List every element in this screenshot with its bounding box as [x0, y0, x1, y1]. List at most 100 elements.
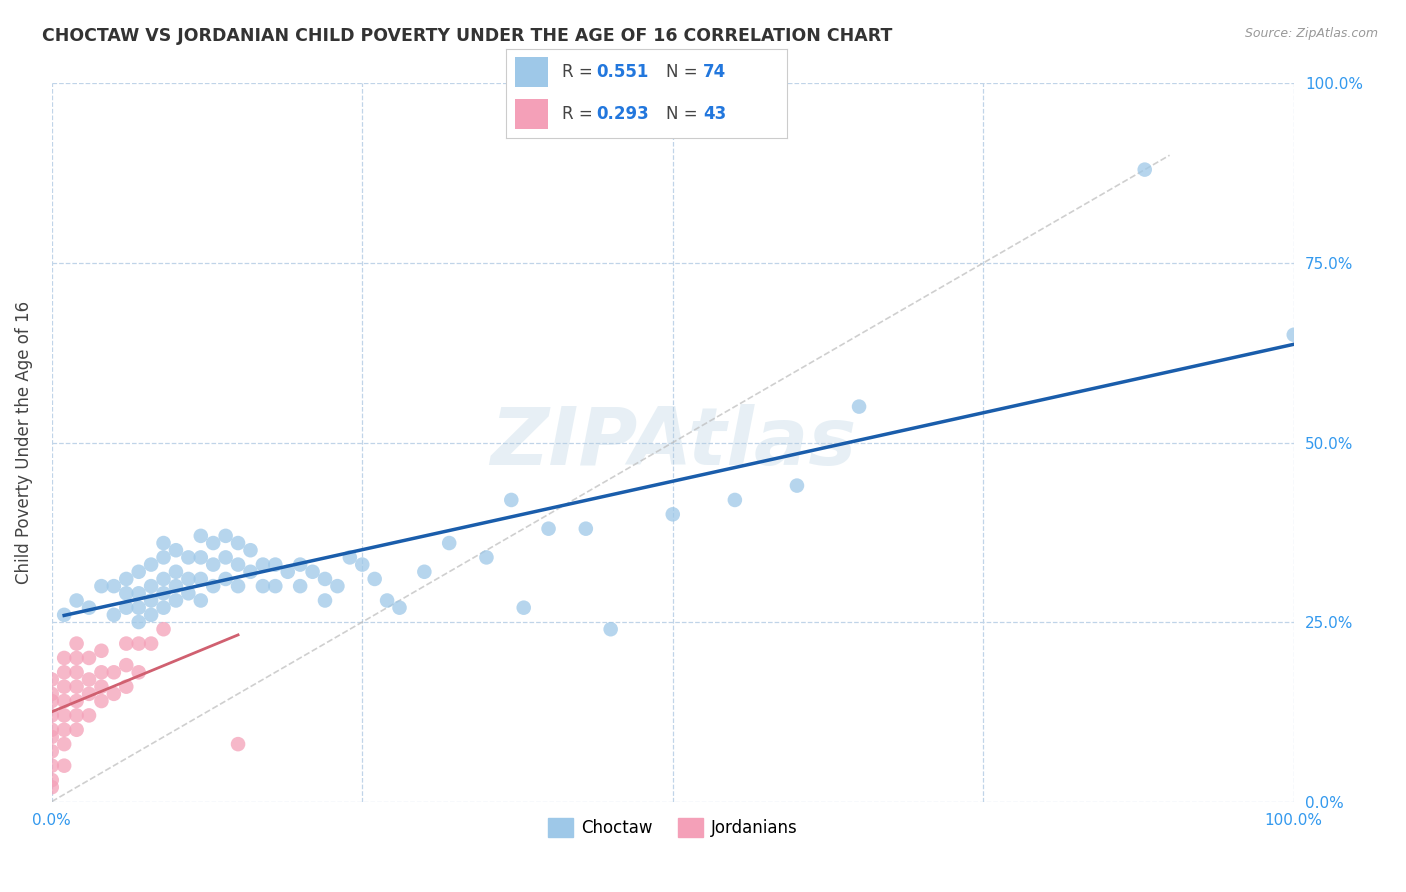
Point [139, 593, 162, 607]
Point [226, 737, 249, 751]
Point [190, 593, 212, 607]
Point [53, 708, 76, 723]
Point [288, 558, 311, 572]
Point [53, 758, 76, 772]
Point [115, 572, 138, 586]
Point [90, 644, 112, 658]
Point [314, 593, 336, 607]
Text: N =: N = [666, 105, 703, 123]
Point [437, 536, 460, 550]
Text: 74: 74 [703, 63, 727, 81]
Point [53, 723, 76, 737]
Point [202, 536, 225, 550]
Point [65, 593, 87, 607]
Text: ZIPAtlas: ZIPAtlas [489, 403, 856, 482]
Point [786, 478, 808, 492]
Point [575, 522, 598, 536]
Point [165, 543, 187, 558]
Point [128, 565, 150, 579]
Point [264, 558, 287, 572]
Point [152, 586, 174, 600]
Point [388, 600, 411, 615]
Point [53, 651, 76, 665]
Point [65, 680, 87, 694]
Point [599, 622, 621, 636]
Point [177, 586, 200, 600]
Point [252, 579, 274, 593]
Point [139, 637, 162, 651]
Point [226, 536, 249, 550]
Point [1282, 327, 1305, 342]
Point [226, 558, 249, 572]
Point [90, 680, 112, 694]
Text: R =: R = [562, 63, 599, 81]
Point [115, 680, 138, 694]
Point [202, 579, 225, 593]
Point [41, 687, 63, 701]
Text: R =: R = [562, 105, 599, 123]
Point [226, 579, 249, 593]
Point [41, 780, 63, 795]
Point [288, 579, 311, 593]
Point [724, 492, 747, 507]
Point [103, 687, 125, 701]
Point [90, 579, 112, 593]
Point [41, 730, 63, 744]
Point [326, 579, 349, 593]
Point [53, 607, 76, 622]
Point [375, 593, 398, 607]
Point [41, 694, 63, 708]
Point [41, 673, 63, 687]
Point [214, 550, 236, 565]
Point [252, 558, 274, 572]
Point [65, 665, 87, 680]
Point [152, 622, 174, 636]
Point [475, 550, 498, 565]
Legend: Choctaw, Jordanians: Choctaw, Jordanians [541, 811, 804, 844]
Point [1133, 162, 1156, 177]
Point [661, 508, 683, 522]
Point [41, 758, 63, 772]
Point [139, 579, 162, 593]
Point [214, 572, 236, 586]
Point [301, 565, 323, 579]
Point [41, 708, 63, 723]
Point [363, 572, 385, 586]
Point [165, 593, 187, 607]
Point [103, 607, 125, 622]
Point [128, 615, 150, 629]
Y-axis label: Child Poverty Under the Age of 16: Child Poverty Under the Age of 16 [15, 301, 32, 584]
Point [339, 550, 361, 565]
Point [77, 673, 100, 687]
Point [41, 723, 63, 737]
Point [139, 558, 162, 572]
Bar [515, 99, 548, 129]
Point [239, 565, 262, 579]
Point [90, 665, 112, 680]
Point [90, 694, 112, 708]
Point [77, 651, 100, 665]
Point [77, 600, 100, 615]
Point [202, 558, 225, 572]
Point [239, 543, 262, 558]
Point [165, 565, 187, 579]
Text: Source: ZipAtlas.com: Source: ZipAtlas.com [1244, 27, 1378, 40]
Point [41, 744, 63, 758]
Point [190, 550, 212, 565]
Point [501, 492, 523, 507]
Point [65, 651, 87, 665]
Point [65, 723, 87, 737]
Point [264, 579, 287, 593]
Point [115, 637, 138, 651]
Point [128, 600, 150, 615]
Point [314, 572, 336, 586]
Point [152, 572, 174, 586]
Point [537, 522, 560, 536]
Point [77, 687, 100, 701]
Point [128, 665, 150, 680]
Point [190, 529, 212, 543]
Point [512, 600, 534, 615]
Point [190, 572, 212, 586]
Point [53, 737, 76, 751]
Point [139, 607, 162, 622]
